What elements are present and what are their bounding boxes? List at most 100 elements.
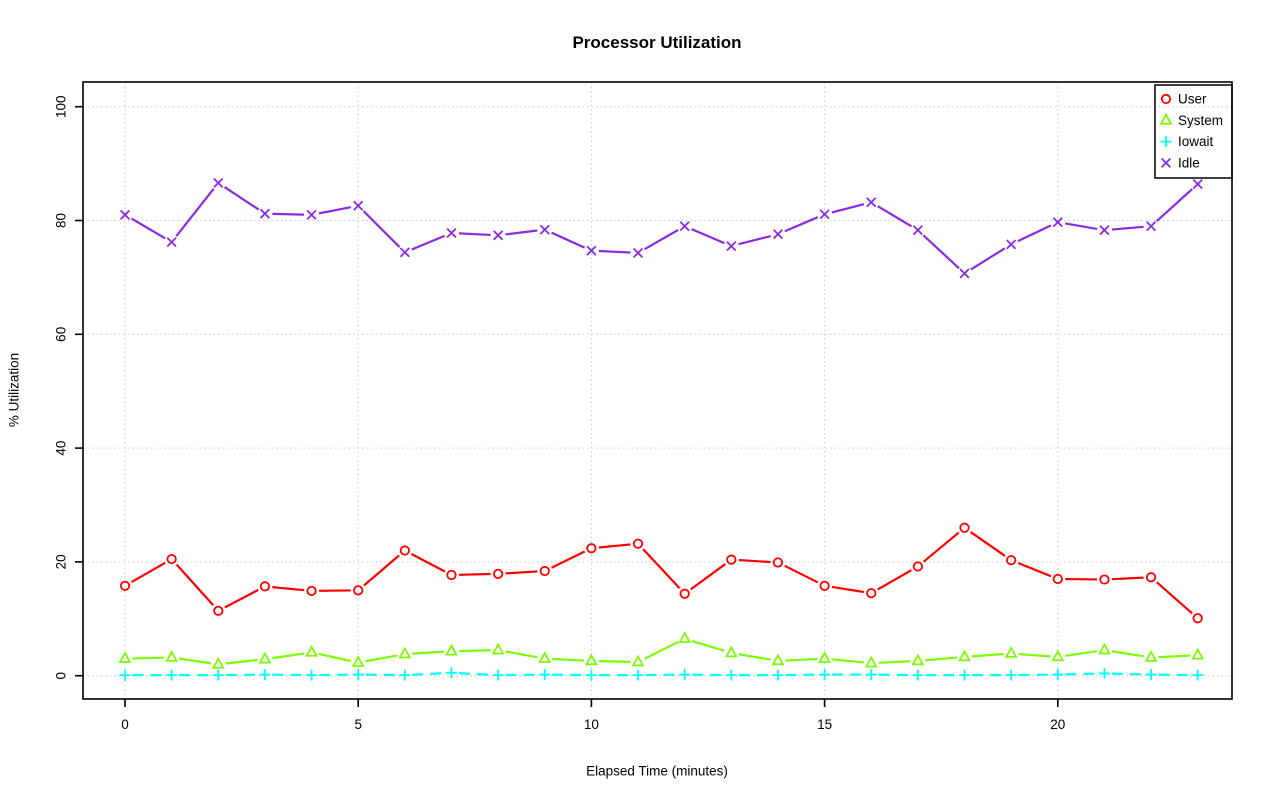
series-line-idle bbox=[691, 228, 725, 245]
marker-user bbox=[166, 553, 177, 565]
legend-marker-iowait bbox=[1160, 136, 1172, 148]
series-line-system bbox=[412, 650, 445, 655]
marker-system bbox=[631, 654, 645, 667]
series-line-idle bbox=[175, 188, 215, 237]
series-line-idle bbox=[130, 217, 166, 240]
marker-iowait bbox=[865, 669, 877, 681]
y-tick-label: 40 bbox=[54, 441, 69, 456]
marker-iowait bbox=[1145, 669, 1157, 681]
marker-idle bbox=[306, 209, 317, 220]
series-line-idle bbox=[1111, 225, 1144, 231]
marker-system bbox=[305, 644, 318, 657]
series-line-idle bbox=[643, 228, 679, 251]
series-line-user bbox=[738, 558, 771, 564]
y-tick-label: 60 bbox=[54, 327, 69, 342]
marker-system bbox=[211, 656, 225, 669]
marker-user bbox=[772, 557, 784, 568]
marker-idle bbox=[1052, 217, 1063, 228]
marker-iowait bbox=[1052, 669, 1064, 681]
x-tick-label: 0 bbox=[121, 717, 129, 732]
series-line-user bbox=[224, 588, 259, 609]
series-line-system bbox=[132, 656, 165, 660]
marker-user bbox=[1052, 573, 1063, 585]
series-line-idle bbox=[551, 231, 586, 249]
series-line-system bbox=[458, 649, 491, 653]
series-line-user bbox=[784, 564, 819, 584]
series-line-system bbox=[971, 652, 1004, 658]
series-line-system bbox=[925, 656, 958, 662]
series-line-user bbox=[970, 531, 1006, 557]
series-line-system bbox=[225, 658, 258, 665]
marker-system bbox=[1144, 650, 1158, 662]
series-line-idle bbox=[877, 205, 913, 228]
series-line-iowait bbox=[458, 672, 491, 676]
series-line-idle bbox=[505, 229, 538, 236]
marker-iowait bbox=[539, 669, 551, 681]
marker-idle bbox=[772, 229, 783, 240]
legend-label-user: User bbox=[1178, 92, 1207, 107]
marker-system bbox=[538, 651, 552, 663]
legend-marker-system bbox=[1159, 112, 1173, 125]
series-line-user bbox=[410, 553, 446, 573]
marker-idle bbox=[819, 209, 830, 220]
marker-user bbox=[119, 580, 131, 591]
marker-system bbox=[584, 653, 598, 666]
marker-idle bbox=[1146, 221, 1157, 232]
series-line-idle bbox=[411, 234, 445, 251]
series-line-user bbox=[922, 531, 960, 563]
series-line-system bbox=[1158, 654, 1191, 659]
marker-system bbox=[911, 653, 925, 666]
marker-system bbox=[1004, 646, 1018, 658]
marker-iowait bbox=[212, 669, 224, 681]
marker-user bbox=[493, 568, 504, 579]
marker-idle bbox=[259, 208, 270, 219]
series-line-iowait bbox=[1065, 672, 1097, 676]
plot-border bbox=[82, 81, 1233, 700]
marker-user bbox=[539, 565, 550, 577]
marker-system bbox=[1098, 642, 1111, 655]
x-axis-label: Elapsed Time (minutes) bbox=[586, 763, 728, 779]
marker-iowait bbox=[445, 667, 457, 679]
marker-idle bbox=[1006, 239, 1017, 250]
marker-user bbox=[866, 588, 877, 599]
series-line-system bbox=[318, 652, 352, 663]
marker-user bbox=[632, 538, 644, 549]
marker-system bbox=[1191, 647, 1205, 660]
marker-iowait bbox=[399, 669, 411, 681]
x-tick-label: 15 bbox=[817, 717, 832, 732]
marker-iowait bbox=[166, 669, 178, 681]
x-tick-label: 10 bbox=[584, 717, 599, 732]
marker-user bbox=[1192, 613, 1203, 624]
y-tick-label: 20 bbox=[54, 554, 69, 569]
legend-box bbox=[1154, 84, 1233, 179]
series-line-user bbox=[458, 572, 491, 576]
marker-user bbox=[959, 522, 970, 533]
series-line-idle bbox=[272, 212, 305, 216]
y-tick-label: 100 bbox=[54, 95, 69, 118]
marker-iowait bbox=[352, 669, 364, 681]
marker-idle bbox=[1099, 225, 1110, 236]
series-line-system bbox=[365, 654, 398, 663]
marker-idle bbox=[399, 247, 410, 258]
marker-user bbox=[1145, 572, 1157, 583]
series-line-user bbox=[130, 561, 166, 584]
series-line-system bbox=[1065, 650, 1098, 657]
series-line-user bbox=[642, 548, 681, 590]
legend-label-idle: Idle bbox=[1178, 155, 1200, 170]
series-line-idle bbox=[1155, 188, 1193, 222]
series-line-idle bbox=[223, 186, 260, 211]
series-line-system bbox=[272, 652, 305, 660]
marker-user bbox=[1006, 555, 1017, 566]
marker-user bbox=[446, 569, 457, 581]
series-line-system bbox=[1018, 652, 1051, 658]
series-line-user bbox=[690, 563, 726, 591]
marker-system bbox=[864, 655, 878, 668]
series-line-system bbox=[505, 650, 538, 659]
marker-user bbox=[399, 545, 410, 556]
series-line-system bbox=[644, 641, 679, 660]
marker-idle bbox=[726, 241, 737, 252]
marker-idle bbox=[866, 197, 877, 208]
marker-iowait bbox=[679, 669, 691, 681]
